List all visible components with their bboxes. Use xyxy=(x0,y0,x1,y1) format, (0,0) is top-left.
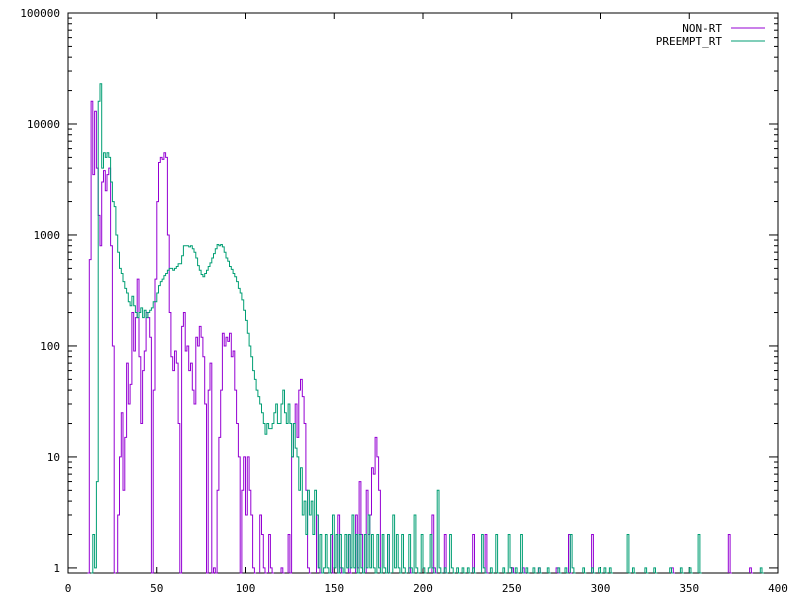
axis-ticks xyxy=(67,12,779,573)
legend-label: PREEMPT_RT xyxy=(656,35,723,48)
y-tick-label: 1 xyxy=(53,562,60,575)
chart-series xyxy=(87,83,764,574)
x-tick-label: 250 xyxy=(502,582,522,595)
y-tick-label: 10 xyxy=(47,451,60,464)
y-tick-label: 100000 xyxy=(20,7,60,20)
series-line-non-rt xyxy=(87,100,754,574)
axis-tick-labels: 0 50 100 150 200 250 300 350 400 1 10 100 1000 10000 1… xyxy=(20,7,788,595)
series-line-preempt-rt xyxy=(91,83,764,574)
plot-frame xyxy=(67,12,779,574)
y-tick-label: 100 xyxy=(40,340,60,353)
y-tick-label: 10000 xyxy=(27,118,60,131)
x-tick-label: 200 xyxy=(413,582,433,595)
x-tick-label: 150 xyxy=(324,582,344,595)
x-tick-label: 400 xyxy=(768,582,788,595)
x-tick-label: 50 xyxy=(150,582,163,595)
legend-label: NON-RT xyxy=(682,22,722,35)
x-tick-label: 350 xyxy=(679,582,699,595)
y-tick-label: 1000 xyxy=(34,229,61,242)
x-tick-label: 0 xyxy=(65,582,72,595)
x-tick-label: 100 xyxy=(236,582,256,595)
x-tick-label: 300 xyxy=(591,582,611,595)
